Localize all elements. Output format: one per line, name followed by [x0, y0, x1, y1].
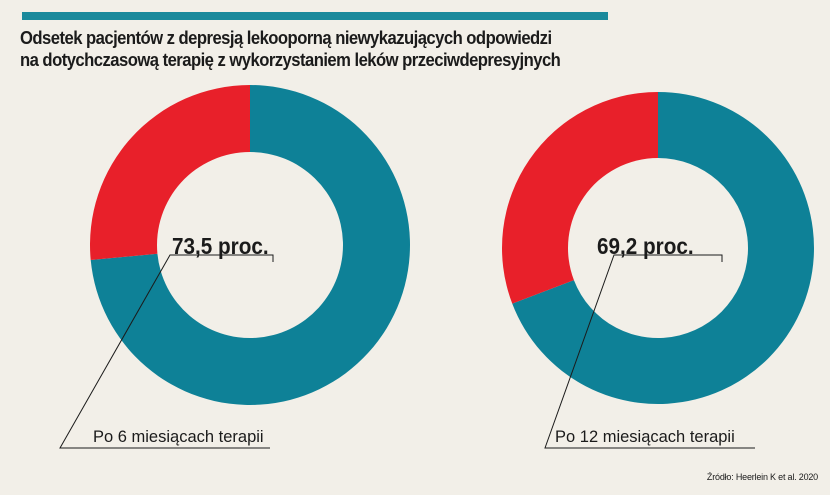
leader-line [59, 254, 274, 449]
donut-segment-main [90, 85, 410, 406]
donut-segment-other [89, 85, 250, 261]
source-note: Źródło: Heerlein K et al. 2020 [706, 472, 818, 482]
chart-title: Odsetek pacjentów z depresją lekooporną … [20, 27, 596, 71]
accent-bar [22, 12, 608, 20]
leader-line [544, 254, 755, 449]
donut-category-label: Po 12 miesiącach terapii [555, 428, 735, 446]
donut-category-label: Po 6 miesiącach terapii [93, 428, 264, 446]
title-line-1: Odsetek pacjentów z depresją lekooporną … [20, 27, 552, 48]
title-line-2: na dotychczasową terapię z wykorzystanie… [20, 49, 561, 70]
donut-chart-12-months: 69,2 proc. Po 12 miesiącach terapii [502, 92, 814, 449]
donut-segment-main [512, 92, 814, 404]
donut-segment-other [502, 92, 658, 304]
donut-chart-6-months: 73,5 proc. Po 6 miesiącach terapii [59, 85, 410, 449]
